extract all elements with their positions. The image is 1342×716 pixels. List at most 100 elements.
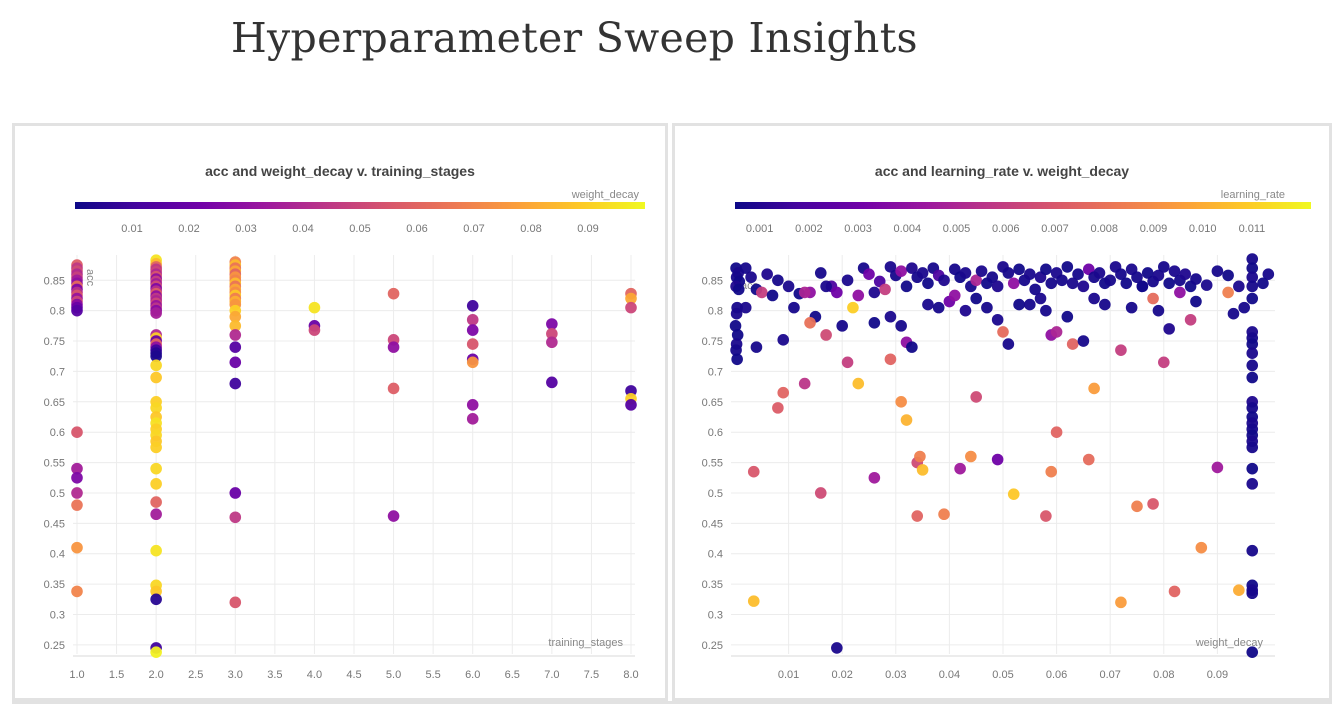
scatter-point[interactable] bbox=[1045, 465, 1058, 478]
scatter-point[interactable] bbox=[387, 510, 400, 522]
scatter-point[interactable] bbox=[1034, 292, 1047, 305]
scatter-point[interactable] bbox=[986, 271, 999, 284]
scatter-point[interactable] bbox=[1125, 301, 1138, 314]
scatter-point[interactable] bbox=[1168, 265, 1181, 277]
scatter-point[interactable] bbox=[150, 462, 162, 475]
scatter-point[interactable] bbox=[1056, 274, 1068, 287]
scatter-point[interactable] bbox=[729, 320, 742, 332]
scatter-point[interactable] bbox=[1066, 338, 1079, 350]
scatter-point[interactable] bbox=[71, 304, 83, 317]
scatter-point[interactable] bbox=[1246, 359, 1259, 372]
scatter-point[interactable] bbox=[1136, 280, 1149, 293]
scatter-point[interactable] bbox=[1061, 310, 1074, 323]
scatter-point[interactable] bbox=[1179, 268, 1192, 280]
scatter-point[interactable] bbox=[731, 329, 744, 341]
scatter-point[interactable] bbox=[772, 402, 784, 414]
scatter-point[interactable] bbox=[71, 487, 83, 499]
scatter-point[interactable] bbox=[1222, 269, 1234, 282]
scatter-point[interactable] bbox=[732, 283, 745, 296]
scatter-point[interactable] bbox=[1050, 426, 1063, 438]
scatter-point[interactable] bbox=[71, 499, 83, 511]
scatter-point[interactable] bbox=[150, 359, 162, 372]
scatter-point[interactable] bbox=[884, 261, 897, 273]
scatter-point[interactable] bbox=[1131, 271, 1143, 284]
scatter-point[interactable] bbox=[229, 377, 242, 390]
scatter-point[interactable] bbox=[991, 453, 1004, 466]
scatter-point[interactable] bbox=[1246, 402, 1259, 414]
scatter-point[interactable] bbox=[150, 371, 162, 384]
scatter-point[interactable] bbox=[777, 386, 790, 399]
scatter-point[interactable] bbox=[922, 298, 934, 311]
scatter-point[interactable] bbox=[229, 329, 242, 341]
scatter-point[interactable] bbox=[1246, 262, 1259, 274]
scatter-point[interactable] bbox=[788, 301, 800, 314]
scatter-point[interactable] bbox=[71, 541, 83, 554]
scatter-point[interactable] bbox=[466, 338, 479, 350]
scatter-point[interactable] bbox=[229, 487, 242, 499]
scatter-point[interactable] bbox=[150, 402, 162, 414]
scatter-point[interactable] bbox=[745, 271, 757, 284]
scatter-point[interactable] bbox=[959, 304, 972, 317]
scatter-point[interactable] bbox=[71, 462, 83, 475]
scatter-point[interactable] bbox=[868, 286, 881, 299]
scatter-point[interactable] bbox=[820, 280, 832, 293]
scatter-point[interactable] bbox=[1082, 453, 1095, 466]
scatter-point[interactable] bbox=[308, 324, 321, 336]
scatter-point[interactable] bbox=[1066, 277, 1079, 290]
scatter-point[interactable] bbox=[1013, 298, 1025, 311]
scatter-point[interactable] bbox=[852, 289, 865, 302]
scatter-point[interactable] bbox=[970, 391, 982, 403]
scatter-point[interactable] bbox=[150, 307, 162, 319]
scatter-point[interactable] bbox=[970, 292, 982, 305]
scatter-point[interactable] bbox=[71, 471, 83, 484]
scatter-point[interactable] bbox=[750, 341, 763, 353]
scatter-point[interactable] bbox=[1246, 253, 1259, 265]
scatter-point[interactable] bbox=[1077, 280, 1090, 293]
scatter-point[interactable] bbox=[1061, 261, 1074, 273]
scatter-point[interactable] bbox=[756, 286, 768, 299]
scatter-point[interactable] bbox=[1246, 338, 1259, 350]
scatter-point[interactable] bbox=[546, 318, 558, 330]
scatter-point[interactable] bbox=[970, 274, 982, 287]
scatter-point[interactable] bbox=[150, 441, 162, 454]
scatter-point[interactable] bbox=[798, 377, 811, 390]
scatter-point[interactable] bbox=[1257, 277, 1269, 290]
scatter-point[interactable] bbox=[1115, 344, 1127, 356]
scatter-point[interactable] bbox=[1093, 267, 1106, 279]
scatter-point[interactable] bbox=[914, 450, 926, 463]
scatter-point[interactable] bbox=[625, 301, 637, 314]
scatter-point[interactable] bbox=[730, 307, 743, 320]
scatter-point[interactable] bbox=[731, 353, 743, 366]
scatter-point[interactable] bbox=[1184, 313, 1197, 326]
scatter-point[interactable] bbox=[981, 301, 993, 314]
scatter-point[interactable] bbox=[1141, 267, 1154, 279]
scatter-point[interactable] bbox=[991, 313, 1004, 326]
scatter-point[interactable] bbox=[847, 301, 859, 314]
scatter-point[interactable] bbox=[71, 585, 83, 598]
scatter-point[interactable] bbox=[916, 267, 929, 279]
scatter-point[interactable] bbox=[761, 268, 773, 280]
scatter-point[interactable] bbox=[772, 274, 784, 287]
scatter-point[interactable] bbox=[546, 376, 558, 389]
scatter-point[interactable] bbox=[1104, 274, 1116, 287]
scatter-point[interactable] bbox=[466, 313, 479, 326]
scatter-point[interactable] bbox=[150, 350, 162, 363]
scatter-point[interactable] bbox=[1007, 277, 1020, 290]
scatter-point[interactable] bbox=[1002, 338, 1015, 350]
scatter-point[interactable] bbox=[1222, 286, 1234, 299]
scatter-point[interactable] bbox=[922, 277, 934, 290]
scatter-point[interactable] bbox=[1120, 277, 1133, 290]
scatter-point[interactable] bbox=[150, 646, 162, 658]
scatter-point[interactable] bbox=[1050, 326, 1063, 338]
scatter-point[interactable] bbox=[1227, 307, 1240, 320]
scatter-point[interactable] bbox=[1246, 292, 1259, 305]
scatter-point[interactable] bbox=[387, 382, 400, 395]
scatter-point[interactable] bbox=[229, 596, 242, 609]
scatter-point[interactable] bbox=[895, 396, 907, 408]
scatter-point[interactable] bbox=[1233, 280, 1245, 293]
scatter-point[interactable] bbox=[739, 262, 752, 274]
scatter-point[interactable] bbox=[1024, 298, 1036, 311]
scatter-point[interactable] bbox=[1040, 263, 1052, 276]
scatter-point[interactable] bbox=[739, 301, 752, 314]
scatter-point[interactable] bbox=[150, 593, 162, 606]
